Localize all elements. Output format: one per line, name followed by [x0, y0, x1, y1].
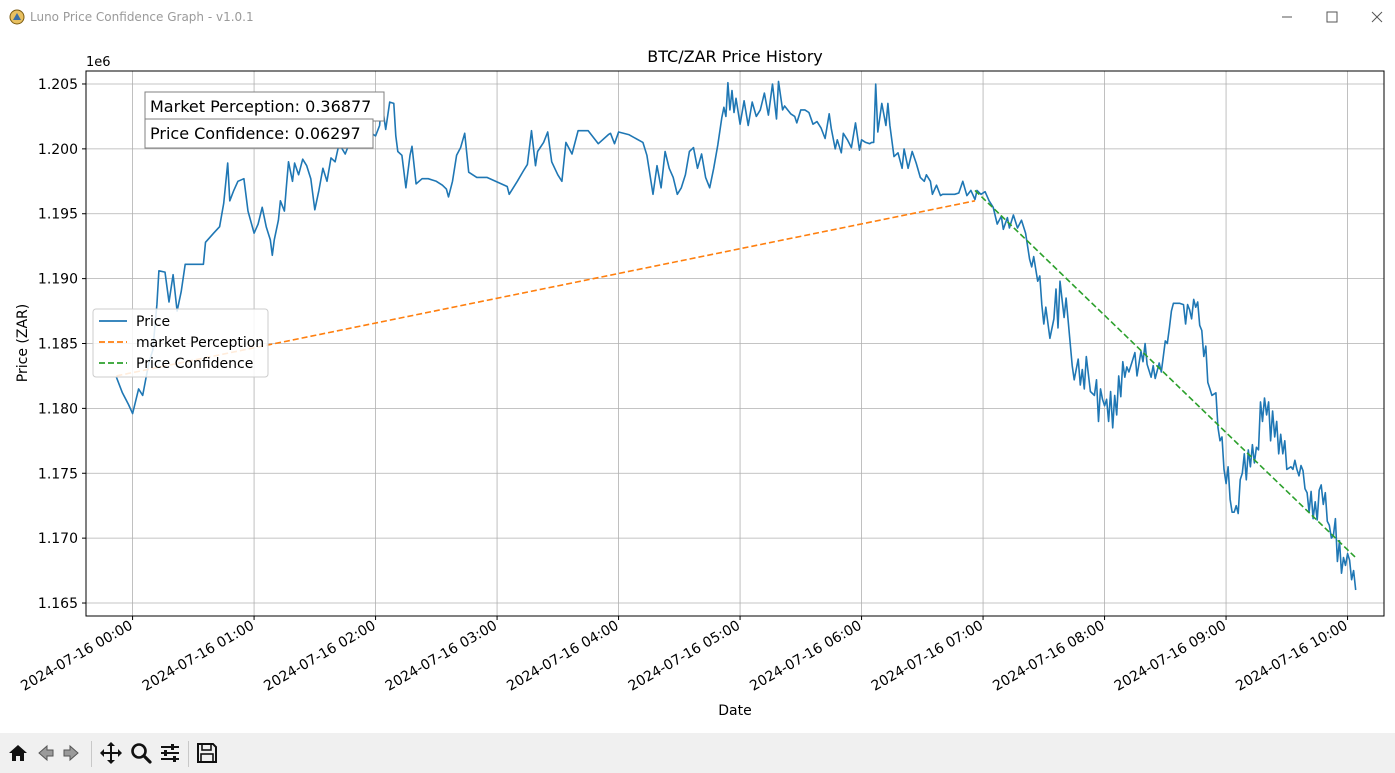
series-layer [115, 80, 1357, 591]
pan-icon [100, 742, 122, 764]
save-button[interactable] [193, 739, 221, 767]
forward-button[interactable] [58, 739, 86, 767]
toolbar-separator [188, 741, 189, 767]
x-tick-label: 2024-07-16 06:00 [747, 618, 864, 695]
configure-subplots-button[interactable] [156, 739, 184, 767]
x-tick-label: 2024-07-16 05:00 [626, 618, 743, 695]
market-perception-text: Market Perception: 0.36877 [150, 97, 371, 116]
window-title: Luno Price Confidence Graph - v1.0.1 [30, 10, 254, 24]
price-confidence-text: Price Confidence: 0.06297 [150, 124, 361, 143]
window-titlebar: Luno Price Confidence Graph - v1.0.1 [0, 0, 1395, 34]
y-axis-label: Price (ZAR) [15, 304, 31, 382]
legend: Price market Perception Price Confidence [92, 308, 269, 378]
grid [86, 71, 1384, 616]
price-confidence-annotation: Price Confidence: 0.06297 [144, 118, 374, 149]
x-tick-label: 2024-07-16 07:00 [869, 618, 986, 695]
legend-label: Price [136, 314, 170, 330]
x-tick-label: 2024-07-16 04:00 [504, 618, 621, 695]
zoom-button[interactable] [127, 739, 155, 767]
market-perception-annotation: Market Perception: 0.36877 [144, 91, 385, 122]
close-button[interactable] [1355, 4, 1395, 30]
y-tick-label: 1.190 [38, 272, 78, 288]
y-axis: 1.165 1.170 1.175 1.180 1.185 1.190 1.195 1.200… [38, 77, 86, 612]
x-tick-label: 2024-07-16 02:00 [261, 618, 378, 695]
minimize-button[interactable] [1265, 4, 1309, 30]
y-offset-label: 1e6 [86, 55, 111, 70]
configure-subplots-icon [161, 744, 179, 762]
axes-frame [85, 70, 1385, 617]
series-line-price-confidence [974, 189, 1357, 559]
x-axis: 2024-07-16 00:00 2024-07-16 01:00 2024-07-… [18, 616, 1351, 695]
back-button[interactable] [31, 739, 59, 767]
y-tick-label: 1.205 [38, 77, 78, 93]
y-tick-label: 1.170 [38, 531, 78, 547]
minimize-icon [1282, 16, 1292, 18]
home-button[interactable] [4, 739, 32, 767]
pan-button[interactable] [97, 739, 125, 767]
y-tick-label: 1.165 [38, 596, 78, 612]
x-tick-label: 2024-07-16 10:00 [1233, 618, 1350, 695]
x-tick-label: 2024-07-16 00:00 [18, 618, 135, 695]
maximize-button[interactable] [1310, 4, 1354, 30]
navigation-toolbar [0, 733, 1395, 773]
y-tick-label: 1.185 [38, 337, 78, 353]
x-tick-label: 2024-07-16 01:00 [140, 618, 257, 695]
app-icon [9, 9, 25, 25]
save-icon [197, 743, 217, 763]
price-chart[interactable]: 2024-07-16 00:00 2024-07-16 01:00 2024-07-… [0, 34, 1395, 733]
x-axis-label: Date [718, 703, 751, 719]
price-confidence-box [144, 118, 374, 149]
x-tick-label: 2024-07-16 03:00 [383, 618, 500, 695]
maximize-icon [1326, 11, 1338, 23]
close-icon [1371, 11, 1383, 23]
forward-icon [63, 744, 79, 762]
legend-label: market Perception [136, 335, 264, 351]
legend-label: Price Confidence [136, 356, 253, 372]
y-tick-label: 1.200 [38, 142, 78, 158]
series-line-price [115, 80, 1357, 591]
y-tick-label: 1.180 [38, 401, 78, 417]
chart-title: BTC/ZAR Price History [647, 47, 823, 66]
legend-box [92, 308, 269, 378]
zoom-icon [131, 743, 152, 764]
x-tick-label: 2024-07-16 08:00 [990, 618, 1107, 695]
y-tick-label: 1.195 [38, 207, 78, 223]
back-icon [38, 744, 54, 762]
toolbar-separator [91, 741, 92, 767]
x-tick-label: 2024-07-16 09:00 [1112, 618, 1229, 695]
home-icon [9, 745, 27, 761]
y-tick-label: 1.175 [38, 466, 78, 482]
